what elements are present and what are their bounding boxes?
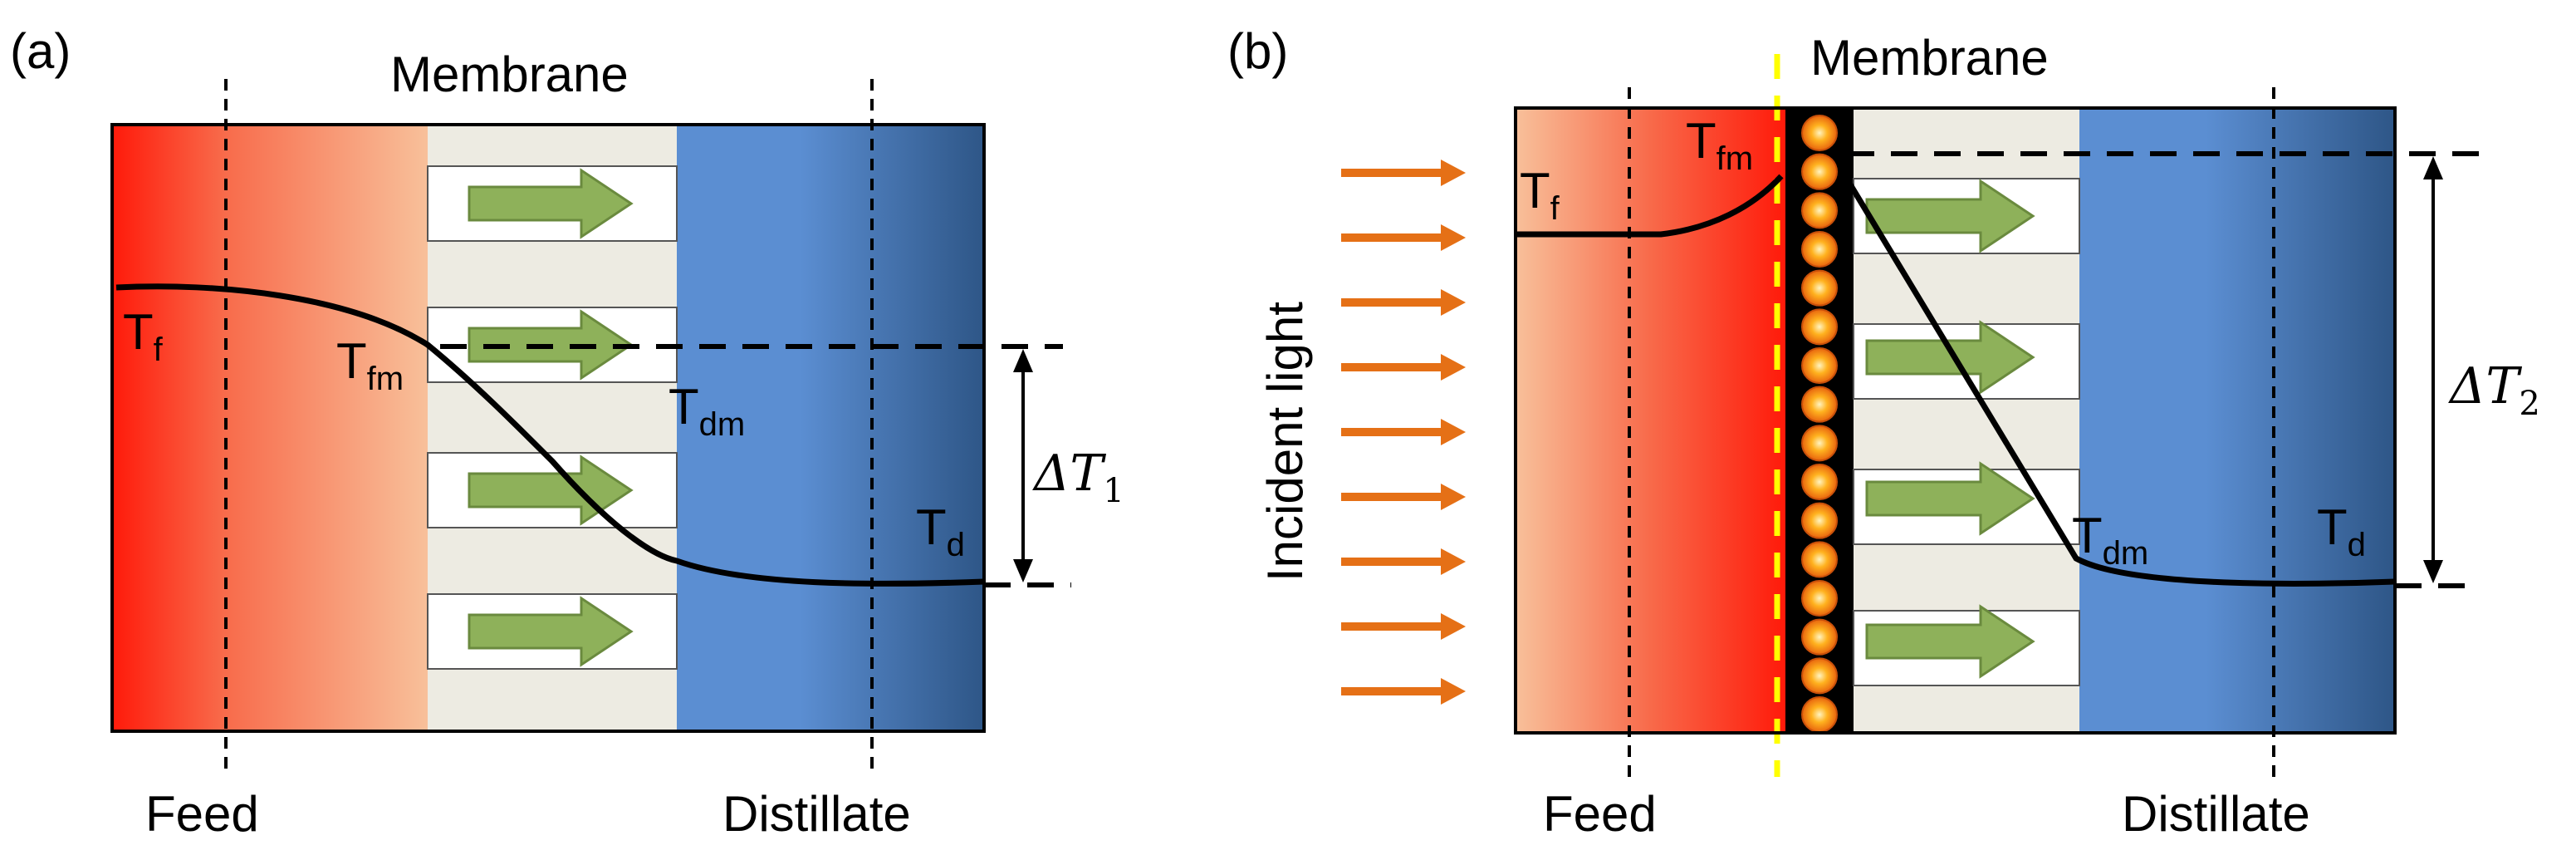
panel-a-t-d-label: Td xyxy=(916,499,965,563)
light-arrow xyxy=(1341,419,1466,445)
photothermal-particle xyxy=(1801,580,1838,617)
panel-b-t-d-label: Td xyxy=(2317,499,2366,563)
panel-b-membrane-label: Membrane xyxy=(1810,30,2049,86)
panel-b: (b) Membrane Incident light xyxy=(1227,23,2540,842)
photothermal-particle xyxy=(1801,269,1838,307)
flow-arrow xyxy=(468,596,634,667)
flow-arrow xyxy=(1865,604,2035,679)
light-arrow xyxy=(1341,224,1466,251)
panel-a-delta-label: ΔT1 xyxy=(1032,445,1124,510)
panel-b-delta-arrow xyxy=(2423,156,2443,583)
photothermal-particle xyxy=(1801,386,1838,423)
photothermal-particle xyxy=(1801,347,1838,384)
light-arrow xyxy=(1341,289,1466,316)
light-arrow xyxy=(1341,613,1466,640)
panel-b-feed-label: Feed xyxy=(1543,786,1657,842)
incident-light-arrows xyxy=(1341,160,1466,705)
photothermal-particle xyxy=(1801,115,1838,151)
photothermal-particle xyxy=(1801,541,1838,578)
panel-a-membrane-label: Membrane xyxy=(390,47,629,102)
flow-arrow xyxy=(468,168,634,239)
panel-a-feed-label: Feed xyxy=(145,786,259,842)
panel-a-tag: (a) xyxy=(10,23,71,79)
photothermal-particle xyxy=(1801,618,1838,656)
photothermal-particle xyxy=(1801,425,1838,462)
panel-b-t-f-label: Tf xyxy=(1520,163,1560,227)
panel-a-delta-arrow xyxy=(1013,349,1033,582)
panel-b-t-dm-label: Tdm xyxy=(2072,508,2148,572)
panel-a-frame xyxy=(110,123,986,733)
incident-light-label: Incident light xyxy=(1257,302,1313,582)
photothermal-particle xyxy=(1801,657,1838,695)
panel-a-t-fm-label: Tfm xyxy=(336,333,404,397)
panel-a-distillate-label: Distillate xyxy=(722,786,911,842)
photothermal-particle xyxy=(1801,192,1838,229)
panel-b-t-fm-label: Tfm xyxy=(1686,113,1753,177)
photothermal-particle xyxy=(1801,308,1838,346)
flow-arrow xyxy=(1865,320,2035,395)
panel-a-t-dm-label: Tdm xyxy=(668,379,745,443)
light-arrow xyxy=(1341,160,1466,186)
light-arrow xyxy=(1341,678,1466,705)
photothermal-particle xyxy=(1801,153,1838,190)
light-arrow xyxy=(1341,484,1466,510)
light-arrow xyxy=(1341,548,1466,575)
photothermal-particle xyxy=(1801,696,1838,733)
panel-b-flow-arrows xyxy=(1865,179,2035,679)
flow-arrow xyxy=(1865,461,2035,536)
panel-b-delta-label: ΔT2 xyxy=(2448,357,2540,423)
panel-a-temperature-profile xyxy=(115,283,985,587)
light-arrow xyxy=(1341,354,1466,381)
flow-arrow xyxy=(1865,179,2035,253)
photothermal-particle xyxy=(1801,502,1838,539)
panel-a: (a) Membrane xyxy=(10,23,1124,842)
panel-a-distillate-region xyxy=(677,125,984,731)
panel-b-distillate-label: Distillate xyxy=(2122,786,2310,842)
panel-b-tag: (b) xyxy=(1227,23,1288,79)
panel-b-distillate-region xyxy=(2079,108,2395,733)
panel-a-feed-region xyxy=(112,125,428,731)
panel-b-feed-region xyxy=(1516,108,1785,733)
panel-b-temperature-profile xyxy=(1516,174,2396,587)
photothermal-particles xyxy=(1801,115,1838,733)
photothermal-particle xyxy=(1801,231,1838,268)
panel-b-frame xyxy=(1514,106,2397,735)
panel-a-t-f-label: Tf xyxy=(123,304,164,368)
photothermal-particle xyxy=(1801,464,1838,500)
flow-arrow xyxy=(468,455,634,526)
